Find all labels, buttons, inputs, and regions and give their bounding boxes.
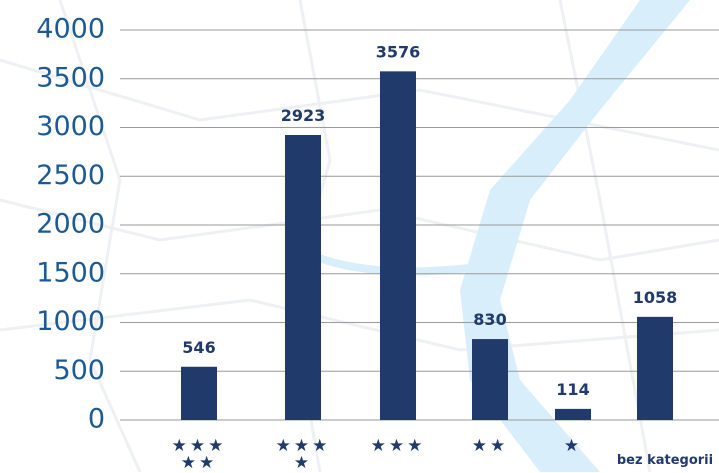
- y-tick-label: 2000: [36, 209, 105, 240]
- y-tick-label: 0: [88, 404, 105, 435]
- y-tick-label: 1000: [36, 306, 105, 337]
- y-tick-label: 1500: [36, 257, 105, 288]
- y-tick-label: 3500: [36, 62, 105, 93]
- bar: [555, 408, 591, 420]
- bar: [285, 135, 321, 420]
- x-tick-label: ★★★★: [275, 436, 331, 473]
- y-tick-label: 4000: [36, 14, 105, 45]
- bar: [380, 71, 416, 420]
- y-tick-label: 2500: [36, 160, 105, 191]
- value-label: 830: [473, 310, 506, 329]
- y-tick-label: 500: [53, 355, 105, 386]
- value-label: 1058: [633, 288, 678, 307]
- bar: [181, 366, 217, 420]
- value-label: 114: [556, 380, 589, 399]
- bar: [637, 316, 673, 420]
- value-label: 546: [182, 338, 215, 357]
- x-tick-label: ★: [563, 436, 583, 456]
- x-tick-label: ★★★: [370, 436, 426, 456]
- river: [460, 0, 690, 472]
- x-tick-label: ★★★★★: [171, 436, 227, 473]
- y-tick-label: 3000: [36, 111, 105, 142]
- x-tick-label: ★★: [471, 436, 509, 456]
- value-label: 3576: [376, 42, 421, 61]
- value-label: 2923: [281, 106, 326, 125]
- bar: [472, 339, 508, 420]
- x-tick-label: bez kategorii: [616, 453, 714, 468]
